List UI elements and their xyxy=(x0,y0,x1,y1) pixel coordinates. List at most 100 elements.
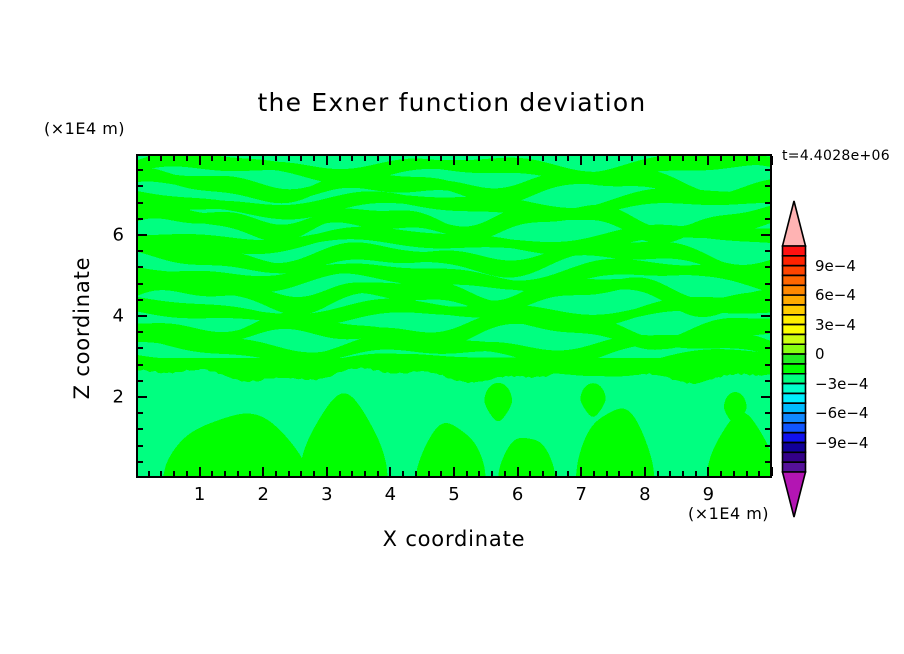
axis-tick xyxy=(554,156,557,161)
axis-tick xyxy=(765,282,770,285)
x-tick-label: 7 xyxy=(575,484,587,505)
axis-tick xyxy=(720,156,723,161)
y-axis-title: Z coordinate xyxy=(70,256,94,400)
axis-tick xyxy=(732,156,735,161)
axis-tick xyxy=(618,156,621,161)
axis-tick xyxy=(185,156,188,161)
axis-tick xyxy=(138,298,143,301)
x-tick-label: 3 xyxy=(321,484,333,505)
axis-tick xyxy=(503,471,506,476)
axis-tick xyxy=(262,467,265,476)
x-axis-units-label: (×1E4 m) xyxy=(688,504,770,523)
page-title: the Exner function deviation xyxy=(257,88,647,117)
axis-tick xyxy=(274,156,277,161)
axis-tick xyxy=(765,298,770,301)
axis-tick xyxy=(300,156,303,161)
axis-tick xyxy=(414,471,417,476)
colorbar-tick-label: −3e−4 xyxy=(815,374,869,393)
x-tick-label: 2 xyxy=(257,484,269,505)
x-tick-label: 5 xyxy=(448,484,460,505)
axis-tick xyxy=(758,156,761,161)
axis-tick xyxy=(707,156,710,165)
axis-tick xyxy=(389,156,392,165)
axis-tick xyxy=(313,471,316,476)
contour-plot-area xyxy=(136,154,772,478)
axis-tick xyxy=(224,156,227,161)
axis-tick xyxy=(236,471,239,476)
axis-tick xyxy=(211,156,214,161)
axis-tick xyxy=(376,471,379,476)
axis-tick xyxy=(765,169,770,172)
axis-tick xyxy=(138,428,143,431)
x-tick-label: 8 xyxy=(639,484,651,505)
axis-tick xyxy=(147,156,150,161)
axis-tick xyxy=(138,460,143,463)
axis-tick xyxy=(765,428,770,431)
axis-tick xyxy=(287,156,290,161)
axis-tick xyxy=(765,331,770,334)
contour-field xyxy=(138,156,770,476)
axis-tick xyxy=(402,471,405,476)
axis-tick xyxy=(761,234,770,236)
axis-tick xyxy=(138,217,143,220)
axis-tick xyxy=(761,396,770,398)
axis-tick xyxy=(274,471,277,476)
axis-tick xyxy=(707,467,710,476)
axis-tick xyxy=(765,201,770,204)
axis-tick xyxy=(656,471,659,476)
axis-tick xyxy=(631,471,634,476)
axis-tick xyxy=(669,471,672,476)
axis-tick xyxy=(414,156,417,161)
axis-tick xyxy=(745,471,748,476)
axis-tick xyxy=(376,156,379,161)
axis-tick xyxy=(605,156,608,161)
axis-tick xyxy=(503,156,506,161)
axis-tick xyxy=(363,156,366,161)
axis-tick xyxy=(694,471,697,476)
axis-tick xyxy=(765,444,770,447)
x-tick-label: 6 xyxy=(511,484,524,505)
axis-tick xyxy=(138,169,143,172)
axis-tick xyxy=(592,156,595,161)
axis-tick xyxy=(681,156,684,161)
axis-tick xyxy=(138,379,143,382)
axis-tick xyxy=(605,471,608,476)
axis-tick xyxy=(465,471,468,476)
axis-tick xyxy=(681,471,684,476)
axis-tick xyxy=(138,266,143,269)
axis-tick xyxy=(771,156,773,165)
axis-tick xyxy=(491,156,494,161)
axis-tick xyxy=(732,471,735,476)
axis-tick xyxy=(173,156,176,161)
x-tick-label: 4 xyxy=(384,484,397,505)
axis-tick xyxy=(720,471,723,476)
axis-tick xyxy=(427,471,430,476)
colorbar: 9e−4 6e−4 3e−4 0 −3e−4 −6e−4 −9e−4 xyxy=(781,200,868,518)
axis-tick xyxy=(325,156,328,165)
x-tick-label: 9 xyxy=(702,484,715,505)
axis-tick xyxy=(427,156,430,161)
axis-tick xyxy=(542,156,545,161)
colorbar-swatches xyxy=(781,200,807,518)
axis-tick xyxy=(224,471,227,476)
axis-tick xyxy=(325,467,328,476)
axis-tick xyxy=(453,467,455,476)
timestamp-annotation: t=4.4028e+06 xyxy=(782,148,890,164)
axis-tick xyxy=(138,315,147,317)
colorbar-tick-label: −6e−4 xyxy=(815,404,869,423)
y-tick-label: 2 xyxy=(112,386,124,408)
axis-tick xyxy=(765,266,770,269)
axis-tick xyxy=(643,467,646,476)
y-axis-ticklabels: 2 4 6 xyxy=(92,0,124,654)
axis-tick xyxy=(262,156,265,165)
axis-tick xyxy=(643,156,646,165)
axis-tick xyxy=(465,156,468,161)
axis-tick xyxy=(491,471,494,476)
colorbar-tick-label: 3e−4 xyxy=(815,315,856,334)
axis-tick xyxy=(160,471,163,476)
colorbar-tick-label: 0 xyxy=(815,345,825,364)
axis-tick xyxy=(580,156,583,165)
axis-tick xyxy=(313,156,316,161)
axis-tick xyxy=(147,471,150,476)
axis-tick xyxy=(138,363,143,366)
